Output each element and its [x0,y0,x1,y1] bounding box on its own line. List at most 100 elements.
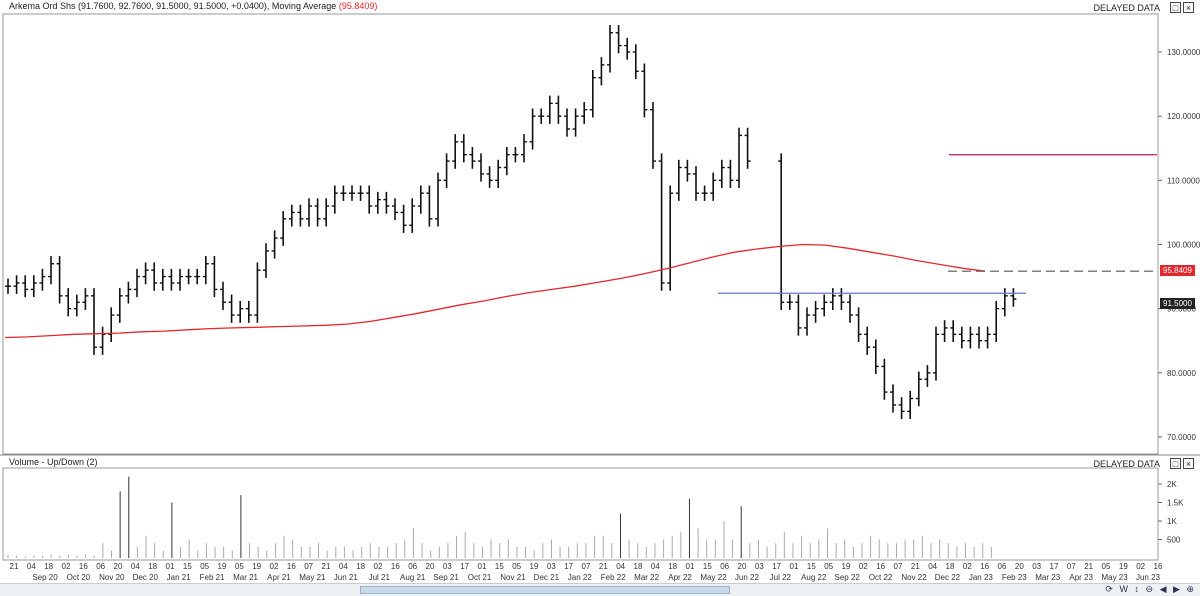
price-pane-frame [2,13,1159,455]
day-tick-label: 01 [166,562,175,571]
month-tick-label: Dec 22 [935,573,961,582]
day-tick-label: 18 [668,562,677,571]
price-tick-label: 70.0000 [1167,433,1196,442]
month-tick-label: Jun 21 [334,573,359,582]
ma-value-badge: 95.8409 [1160,265,1195,277]
month-tick-label: Mar 23 [1035,573,1060,582]
day-tick-label: 05 [1102,562,1111,571]
day-tick-label: 04 [27,562,36,571]
day-tick-label: 15 [183,562,192,571]
price-tick-label: 110.0000 [1167,176,1200,185]
volume-maximize-icon[interactable]: □ [1170,458,1181,469]
day-tick-label: 21 [911,562,920,571]
zoom-in-icon[interactable]: ⊕ [1186,584,1196,594]
day-tick-label: 06 [720,562,729,571]
month-tick-label: Aug 21 [400,573,426,582]
day-tick-label: 16 [980,562,989,571]
day-tick-label: 20 [426,562,435,571]
day-tick-label: 02 [859,562,868,571]
last-price-badge: 91.5000 [1160,298,1195,310]
day-tick-label: 04 [651,562,660,571]
day-tick-label: 20 [114,562,123,571]
month-tick-label: Sep 20 [32,573,58,582]
day-tick-label: 16 [876,562,885,571]
volume-pane-frame [2,467,1159,561]
maximize-icon[interactable]: □ [1170,2,1181,13]
month-tick-label: Dec 20 [133,573,159,582]
day-tick-label: 01 [686,562,695,571]
volume-tick-label: 500 [1167,536,1181,545]
day-tick-label: 15 [703,562,712,571]
month-tick-label: May 21 [299,573,326,582]
volume-close-icon[interactable]: × [1183,458,1194,469]
month-tick-label: Jan 21 [167,573,192,582]
day-tick-label: 03 [1032,562,1041,571]
toolbar-icons: ⟳ W ↕ ⊖ ◀ ▶ ⊕ [1105,584,1196,595]
time-scrollbar[interactable] [360,586,730,594]
day-tick-label: 02 [62,562,71,571]
step-back-icon[interactable]: ◀ [1159,584,1169,594]
price-header-label: Arkema Ord Shs (91.7600, 92.7600, 91.500… [9,1,377,12]
day-tick-label: 06 [408,562,417,571]
day-tick-label: 05 [824,562,833,571]
day-tick-label: 17 [1050,562,1059,571]
day-tick-label: 16 [287,562,296,571]
volume-layer [7,476,992,558]
day-tick-label: 19 [218,562,227,571]
volume-tick-label: 2K [1167,480,1177,489]
day-tick-label: 18 [148,562,157,571]
month-tick-label: May 23 [1101,573,1128,582]
chart-svg[interactable]: 130.0000 120.0000 110.0000 100.0000 90.0000 8… [0,0,1200,583]
w-icon[interactable]: W [1119,584,1130,594]
price-layer [4,25,1157,420]
day-tick-label: 02 [374,562,383,571]
zoom-out-icon[interactable]: ⊖ [1145,584,1156,594]
step-forward-icon[interactable]: ▶ [1173,584,1182,594]
day-tick-label: 15 [495,562,504,571]
day-tick-label: 17 [460,562,469,571]
day-tick-label: 01 [790,562,799,571]
day-tick-label: 19 [252,562,261,571]
price-tick-label: 100.0000 [1167,241,1200,250]
month-tick-label: Jul 21 [369,573,391,582]
price-tick-label: 120.0000 [1167,112,1200,121]
day-tick-label: 04 [131,562,140,571]
refresh-icon[interactable]: ⟳ [1105,584,1115,594]
day-tick-label: 03 [755,562,764,571]
month-tick-label: Sep 21 [433,573,459,582]
month-tick-label: Jun 22 [735,573,760,582]
day-tick-label: 19 [530,562,539,571]
month-tick-label: Nov 21 [500,573,526,582]
day-tick-label: 17 [772,562,781,571]
day-tick-label: 05 [200,562,209,571]
day-tick-label: 19 [1119,562,1128,571]
bottom-toolbar: ⟳ W ↕ ⊖ ◀ ▶ ⊕ [0,583,1200,596]
price-tick-label: 90.0000 [1167,305,1196,314]
day-tick-label: 21 [599,562,608,571]
day-tick-label: 07 [894,562,903,571]
day-tick-label: 18 [634,562,643,571]
day-tick-label: 17 [564,562,573,571]
month-tick-label: Aug 22 [801,573,827,582]
month-tick-label: Sep 22 [835,573,861,582]
day-tick-label: 07 [1067,562,1076,571]
day-tick-label: 03 [547,562,556,571]
price-tick-label: 130.0000 [1167,48,1200,57]
close-icon[interactable]: × [1183,2,1194,13]
day-tick-label: 16 [391,562,400,571]
day-tick-label: 21 [10,562,19,571]
month-tick-label: Mar 22 [634,573,659,582]
month-tick-label: Jan 23 [969,573,994,582]
ma-header-value: (95.8409) [338,1,378,11]
month-tick-label: Nov 20 [99,573,125,582]
price-delayed-label: DELAYED DATA [1093,3,1160,13]
day-tick-label: 05 [512,562,521,571]
day-tick-label: 20 [738,562,747,571]
day-tick-label: 04 [616,562,625,571]
volume-tick-label: 1K [1167,517,1177,526]
day-tick-label: 19 [842,562,851,571]
day-tick-label: 05 [235,562,244,571]
scroll-icon[interactable]: ↕ [1134,584,1141,594]
month-tick-label: Mar 21 [233,573,258,582]
month-tick-label: Nov 22 [901,573,927,582]
